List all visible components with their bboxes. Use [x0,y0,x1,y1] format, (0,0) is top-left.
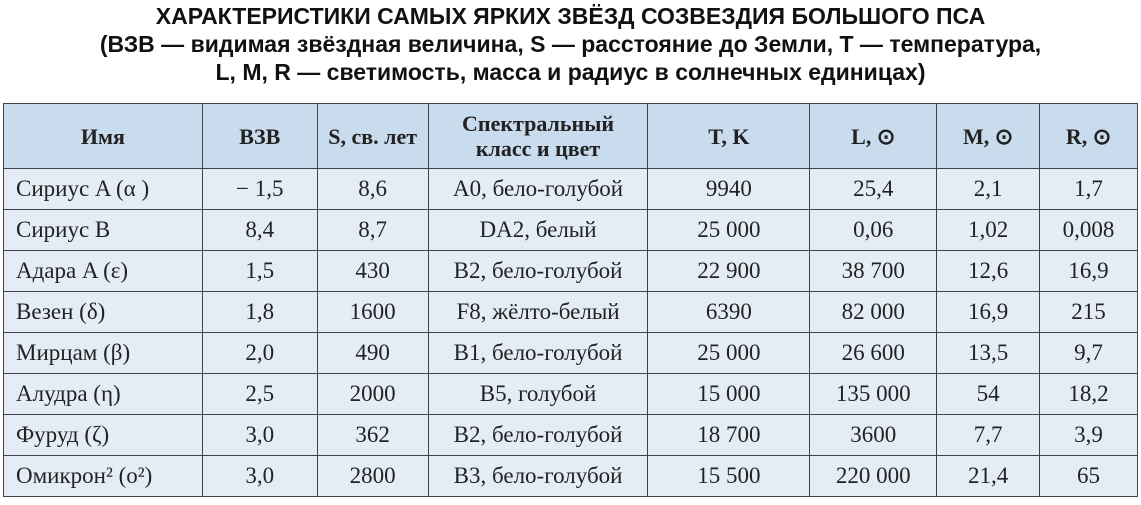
table-cell: 54 [936,373,1041,415]
table-cell: Омикрон² (o²) [3,455,203,497]
table-cell: 13,5 [936,332,1041,374]
table-cell: 25 000 [647,332,811,374]
table-cell: 38 700 [809,250,938,292]
table-cell: 1,7 [1039,168,1138,210]
table-cell: Фуруд (ζ) [3,414,203,456]
column-header: M, ⊙ [936,103,1041,169]
column-header: R, ⊙ [1039,103,1138,169]
table-cell: B1, бело-голубой [427,332,649,374]
table-cell: 1,02 [936,209,1041,251]
table-cell: Сириус A (α ) [3,168,203,210]
table-cell: 15 500 [647,455,811,497]
column-header: Спектральный класс и цвет [427,103,649,169]
table-cell: 2800 [316,455,429,497]
table-cell: 2,1 [936,168,1041,210]
table-body: Сириус A (α ) − 1,5 8,6 A0, бело-голубой 994… [3,168,1138,497]
title: ХАРАКТЕРИСТИКИ САМЫХ ЯРКИХ ЗВЁЗД СОЗВЕЗД… [0,2,1141,86]
table-cell: Мирцам (β) [3,332,203,374]
table-cell: 82 000 [809,291,938,333]
table-cell: 1,5 [201,250,318,292]
table-row: Везен (δ) 1,8 1600 F8, жёлто-белый 6390 82 00… [3,291,1138,333]
table-cell: 362 [316,414,429,456]
table-cell: − 1,5 [201,168,318,210]
table-row: Мирцам (β) 2,0 490 B1, бело-голубой 25 000 26… [3,332,1138,374]
column-header: L, ⊙ [809,103,938,169]
table-cell: B3, бело-голубой [427,455,649,497]
table-row: Адара A (ε) 1,5 430 B2, бело-голубой 22 900 3… [3,250,1138,292]
table-cell: 430 [316,250,429,292]
table-cell: B2, бело-голубой [427,414,649,456]
column-header: T, K [647,103,811,169]
table-cell: Сириус B [3,209,203,251]
table-cell: 2000 [316,373,429,415]
table-cell: 135 000 [809,373,938,415]
table-cell: 220 000 [809,455,938,497]
column-header: Имя [3,103,203,169]
table-cell: 15 000 [647,373,811,415]
star-table: Имя ВЗВ S, св. лет Спектральный класс и цве… [3,103,1138,497]
table-cell: B2, бело-голубой [427,250,649,292]
table-cell: 2,0 [201,332,318,374]
table-cell: 3,0 [201,414,318,456]
table-cell: 3,9 [1039,414,1138,456]
table-cell: 8,4 [201,209,318,251]
table-cell: 16,9 [1039,250,1138,292]
table-row: Сириус A (α ) − 1,5 8,6 A0, бело-голубой 994… [3,168,1138,210]
title-line: ХАРАКТЕРИСТИКИ САМЫХ ЯРКИХ ЗВЁЗД СОЗВЕЗД… [155,3,986,29]
table-cell: 12,6 [936,250,1041,292]
table-row: Омикрон² (o²) 3,0 2800 B3, бело-голубой 15 5… [3,455,1138,497]
table-cell: DA2, белый [427,209,649,251]
table-row: Фуруд (ζ) 3,0 362 B2, бело-голубой 18 700 360… [3,414,1138,456]
table-cell: 25 000 [647,209,811,251]
table-cell: 9940 [647,168,811,210]
table-cell: 9,7 [1039,332,1138,374]
title-line: (ВЗВ — видимая звёздная величина, S — ра… [99,31,1042,57]
column-header: S, св. лет [316,103,429,169]
table-cell: 22 900 [647,250,811,292]
table-cell: 1600 [316,291,429,333]
table-cell: B5, голубой [427,373,649,415]
table-cell: 0,008 [1039,209,1138,251]
table-cell: 16,9 [936,291,1041,333]
table-cell: 6390 [647,291,811,333]
table-cell: 65 [1039,455,1138,497]
table-cell: 25,4 [809,168,938,210]
table-row: Сириус B 8,4 8,7 DA2, белый 25 000 0,06 1,02 0,… [3,209,1138,251]
table-cell: 215 [1039,291,1138,333]
table-cell: 1,8 [201,291,318,333]
table-row: Алудра (η) 2,5 2000 B5, голубой 15 000 135 00… [3,373,1138,415]
title-line: L, M, R — светимость, масса и радиус в с… [215,59,926,85]
table-cell: 8,6 [316,168,429,210]
header-row: Имя ВЗВ S, св. лет Спектральный класс и цве… [3,103,1138,169]
table-cell: 3,0 [201,455,318,497]
table-cell: F8, жёлто-белый [427,291,649,333]
table-cell: 0,06 [809,209,938,251]
table-cell: 7,7 [936,414,1041,456]
table-cell: Везен (δ) [3,291,203,333]
table-cell: 18 700 [647,414,811,456]
table-cell: 490 [316,332,429,374]
table-cell: 18,2 [1039,373,1138,415]
table-cell: 26 600 [809,332,938,374]
table-cell: A0, бело-голубой [427,168,649,210]
table-cell: 21,4 [936,455,1041,497]
table-cell: 3600 [809,414,938,456]
table-cell: Алудра (η) [3,373,203,415]
table-cell: Адара A (ε) [3,250,203,292]
table-cell: 8,7 [316,209,429,251]
table-cell: 2,5 [201,373,318,415]
column-header: ВЗВ [201,103,318,169]
